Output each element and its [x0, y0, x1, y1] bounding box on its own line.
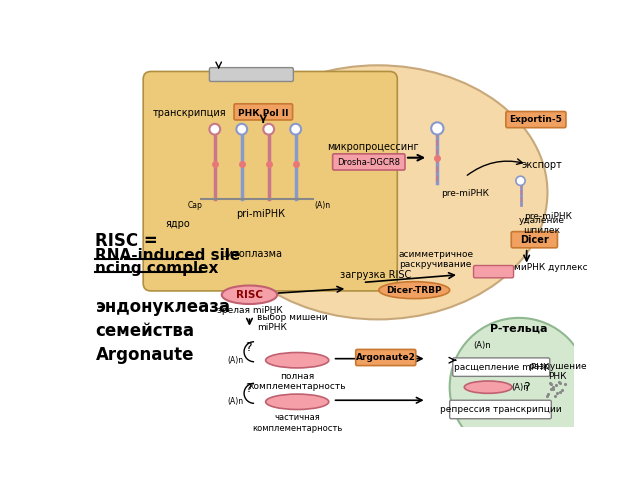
Ellipse shape: [221, 286, 277, 304]
Text: РНК Pol II: РНК Pol II: [238, 108, 289, 118]
FancyBboxPatch shape: [333, 154, 405, 170]
FancyBboxPatch shape: [209, 68, 293, 82]
Circle shape: [236, 124, 247, 134]
Text: (A)n: (A)n: [314, 201, 330, 210]
Text: удаление
шпилек: удаление шпилек: [518, 216, 564, 235]
Text: pre-miРНК: pre-miРНК: [441, 189, 489, 197]
Circle shape: [263, 124, 274, 134]
Text: RNA-induced sile: RNA-induced sile: [95, 248, 241, 263]
Ellipse shape: [379, 282, 450, 299]
Text: микропроцессинг: микропроцессинг: [327, 142, 419, 152]
Text: зрелая miРНК: зрелая miРНК: [216, 306, 282, 315]
Text: эндонуклеаза
семейства
Argonaute: эндонуклеаза семейства Argonaute: [95, 299, 230, 363]
Text: миРНК дуплекс: миРНК дуплекс: [513, 263, 587, 272]
FancyBboxPatch shape: [511, 232, 557, 248]
Text: RISC: RISC: [236, 290, 263, 300]
Text: (A)n: (A)n: [473, 341, 491, 350]
Text: P-тельца: P-тельца: [490, 324, 548, 334]
Text: расщепление mРНК: расщепление mРНК: [454, 363, 549, 372]
Text: Exportin-5: Exportin-5: [509, 116, 563, 124]
Circle shape: [291, 124, 301, 134]
Circle shape: [431, 122, 444, 134]
Text: экспорт: экспорт: [522, 160, 563, 170]
Text: выбор мишени
miРНК: выбор мишени miРНК: [257, 313, 328, 332]
FancyBboxPatch shape: [474, 265, 513, 278]
Text: ncing complex: ncing complex: [95, 261, 219, 276]
FancyBboxPatch shape: [450, 400, 551, 419]
Text: ?: ?: [524, 381, 530, 394]
FancyBboxPatch shape: [234, 104, 292, 120]
Text: (A)n: (A)n: [227, 356, 243, 365]
FancyBboxPatch shape: [143, 72, 397, 291]
Text: Drosha-DGCR8: Drosha-DGCR8: [337, 158, 400, 167]
Circle shape: [450, 318, 588, 456]
Text: полная
комплементарность: полная комплементарность: [248, 372, 346, 391]
Text: Argonaute2: Argonaute2: [356, 353, 416, 362]
Text: pri-miРНК: pri-miРНК: [236, 208, 285, 218]
Ellipse shape: [464, 381, 512, 393]
Text: транскрипция: транскрипция: [152, 108, 226, 118]
FancyBboxPatch shape: [452, 358, 550, 376]
Text: разрушение
РНК: разрушение РНК: [528, 362, 587, 382]
Text: Dicer: Dicer: [520, 235, 548, 245]
Text: асимметричное
раскручивание: асимметричное раскручивание: [398, 250, 474, 269]
Text: ?: ?: [245, 341, 252, 354]
Text: RISC =: RISC =: [95, 232, 158, 250]
FancyBboxPatch shape: [356, 349, 416, 366]
Text: ядро: ядро: [166, 219, 190, 229]
Ellipse shape: [209, 65, 547, 319]
Text: Dicer-TRBP: Dicer-TRBP: [387, 286, 442, 295]
Text: частичная
комплементарность: частичная комплементарность: [252, 413, 342, 433]
Text: цитоплазма: цитоплазма: [220, 249, 282, 259]
Ellipse shape: [266, 394, 329, 409]
Text: (A)n: (A)n: [227, 397, 243, 406]
Text: репрессия транскрипции: репрессия транскрипции: [440, 405, 561, 414]
Text: pre-miРНК: pre-miРНК: [524, 212, 572, 221]
FancyBboxPatch shape: [506, 111, 566, 128]
Circle shape: [516, 176, 525, 185]
Text: ?: ?: [245, 382, 252, 395]
Text: Cap: Cap: [188, 201, 203, 210]
Ellipse shape: [266, 352, 329, 368]
Text: (A)n: (A)n: [511, 383, 529, 392]
Text: загрузка RISC: загрузка RISC: [340, 270, 412, 280]
Circle shape: [209, 124, 220, 134]
